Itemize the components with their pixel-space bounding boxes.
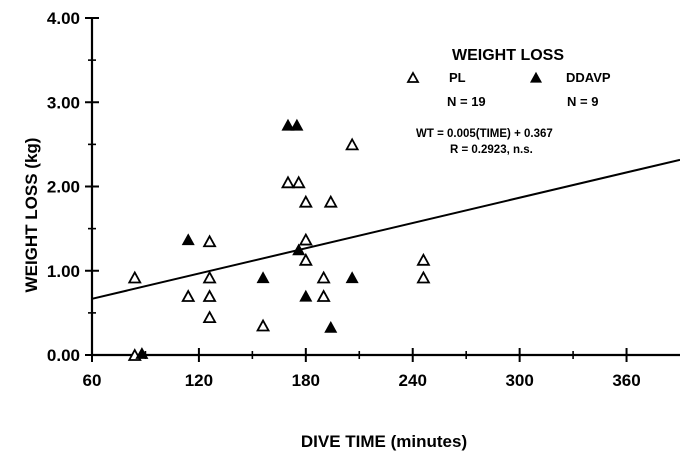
- x-tick-label: 360: [612, 371, 640, 390]
- y-tick-label: 3.00: [47, 93, 80, 112]
- point-pl: [298, 252, 313, 266]
- point-pl: [291, 175, 306, 189]
- x-tick-label: 180: [292, 371, 320, 390]
- y-tick-label: 2.00: [47, 178, 80, 197]
- point-pl: [416, 270, 431, 284]
- point-pl: [298, 232, 313, 246]
- y-tick-label: 4.00: [47, 9, 80, 28]
- point-ddavp: [281, 118, 295, 131]
- point-pl: [256, 318, 271, 332]
- regression-stat: R = 0.2923, n.s.: [450, 144, 533, 156]
- point-pl: [202, 234, 217, 248]
- point-pl: [416, 252, 431, 266]
- y-tick-label: 1.00: [47, 262, 80, 281]
- regression-line: [91, 158, 680, 300]
- legend-label-pl: PL: [449, 70, 466, 85]
- point-ddavp: [345, 271, 359, 284]
- point-ddavp: [324, 320, 338, 333]
- x-tick-label: 240: [399, 371, 427, 390]
- y-axis-title: WEIGHT LOSS (kg): [22, 138, 41, 293]
- x-tick-label: 60: [83, 371, 102, 390]
- legend-n-ddavp: N = 9: [567, 94, 598, 109]
- x-axis-title: DIVE TIME (minutes): [301, 432, 467, 451]
- legend-label-ddavp: DDAVP: [566, 70, 611, 85]
- point-pl: [316, 270, 331, 284]
- x-tick-label: 300: [505, 371, 533, 390]
- point-ddavp: [299, 289, 313, 302]
- data-points: [127, 118, 431, 361]
- point-pl: [202, 289, 217, 302]
- legend-title: WEIGHT LOSS: [452, 47, 564, 64]
- point-ddavp: [135, 347, 149, 359]
- point-ddavp: [256, 271, 270, 284]
- regression-equation: WT = 0.005(TIME) + 0.367: [416, 128, 553, 140]
- point-ddavp: [290, 118, 304, 131]
- point-pl: [345, 137, 360, 151]
- point-pl: [316, 289, 331, 302]
- point-ddavp: [181, 233, 195, 246]
- legend-marker-ddavp: [529, 71, 543, 83]
- point-ddavp: [292, 243, 306, 256]
- legend: WEIGHT LOSS PL N = 19 DDAVP N = 9: [406, 47, 611, 109]
- point-pl: [202, 310, 217, 323]
- point-pl: [323, 194, 338, 208]
- y-tick-label: 0.00: [47, 346, 80, 365]
- legend-marker-pl: [406, 71, 420, 83]
- point-pl: [181, 289, 196, 302]
- legend-n-pl: N = 19: [447, 94, 486, 109]
- point-pl: [127, 270, 142, 284]
- regression-line-group: [91, 158, 680, 300]
- point-pl: [298, 194, 313, 208]
- x-tick-label: 120: [185, 371, 213, 390]
- axes: [90, 18, 680, 357]
- ticks: 0.00 1.00 2.00 3.00 4.00 60 120 180 240 300 360: [47, 9, 641, 390]
- point-pl: [202, 270, 217, 284]
- point-pl: [280, 175, 296, 189]
